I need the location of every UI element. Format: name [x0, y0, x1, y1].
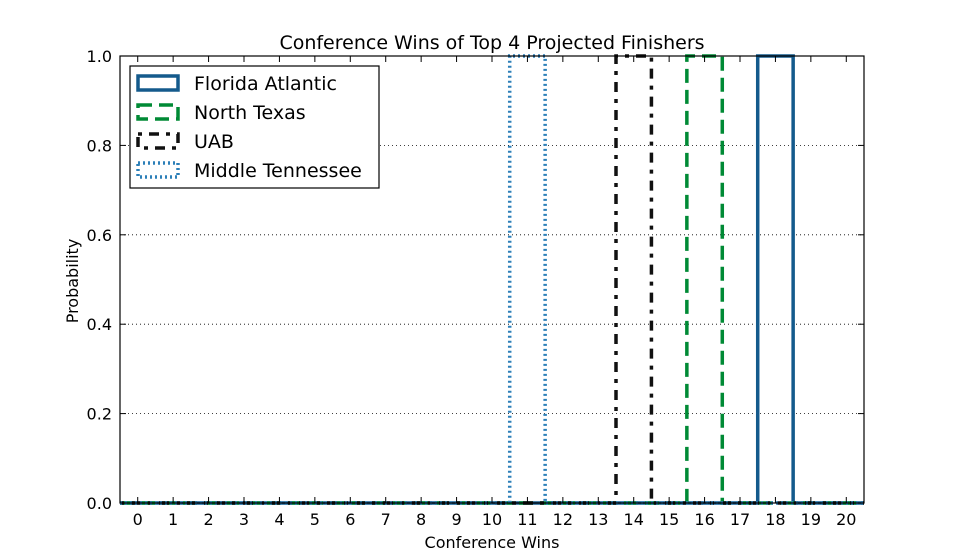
- x-tick-label: 14: [624, 510, 644, 529]
- x-tick-label: 15: [659, 510, 679, 529]
- x-tick-label: 2: [203, 510, 213, 529]
- x-tick-label: 1: [168, 510, 178, 529]
- x-tick-label: 8: [416, 510, 426, 529]
- x-tick-label: 4: [274, 510, 284, 529]
- tick-layer: 0.00.20.40.60.81.00 1 2 3 4 5 6 7 8 9 10 11 12 13 14 15…: [87, 47, 864, 529]
- x-tick-label: 0: [133, 510, 143, 529]
- x-tick-label: 18: [765, 510, 785, 529]
- x-tick-label: 12: [553, 510, 573, 529]
- legend-label: North Texas: [194, 102, 306, 124]
- legend-swatch: [136, 74, 180, 92]
- x-tick-label: 7: [381, 510, 391, 529]
- chart-title: Conference Wins of Top 4 Projected Finis…: [279, 32, 704, 54]
- y-tick-label: 0.4: [87, 315, 112, 334]
- x-tick-label: 6: [345, 510, 355, 529]
- x-tick-label: 17: [730, 510, 750, 529]
- x-tick-label: 5: [310, 510, 320, 529]
- x-tick-label: 3: [239, 510, 249, 529]
- y-tick-label: 0.8: [87, 136, 112, 155]
- legend: Florida Atlantic North Texas UAB Middle Ten…: [129, 65, 380, 189]
- legend-label: Florida Atlantic: [194, 73, 337, 95]
- x-tick-label: 9: [451, 510, 461, 529]
- x-tick-label: 10: [482, 510, 502, 529]
- y-tick-label: 0.6: [87, 226, 112, 245]
- x-tick-label: 11: [517, 510, 537, 529]
- legend-box: [129, 65, 380, 189]
- x-tick-label: 16: [694, 510, 714, 529]
- x-tick-label: 19: [801, 510, 821, 529]
- x-axis-title: Conference Wins: [425, 533, 560, 552]
- legend-swatch: [136, 132, 180, 150]
- legend-label: UAB: [194, 131, 234, 153]
- x-tick-label: 13: [588, 510, 608, 529]
- legend-swatch: [136, 103, 180, 121]
- x-tick-label: 20: [836, 510, 856, 529]
- y-tick-label: 1.0: [87, 47, 112, 66]
- y-tick-label: 0.0: [87, 494, 112, 513]
- y-axis-title: Probability: [63, 239, 82, 324]
- y-tick-label: 0.2: [87, 405, 112, 424]
- legend-label: Middle Tennessee: [194, 160, 362, 182]
- legend-swatch: [136, 161, 180, 179]
